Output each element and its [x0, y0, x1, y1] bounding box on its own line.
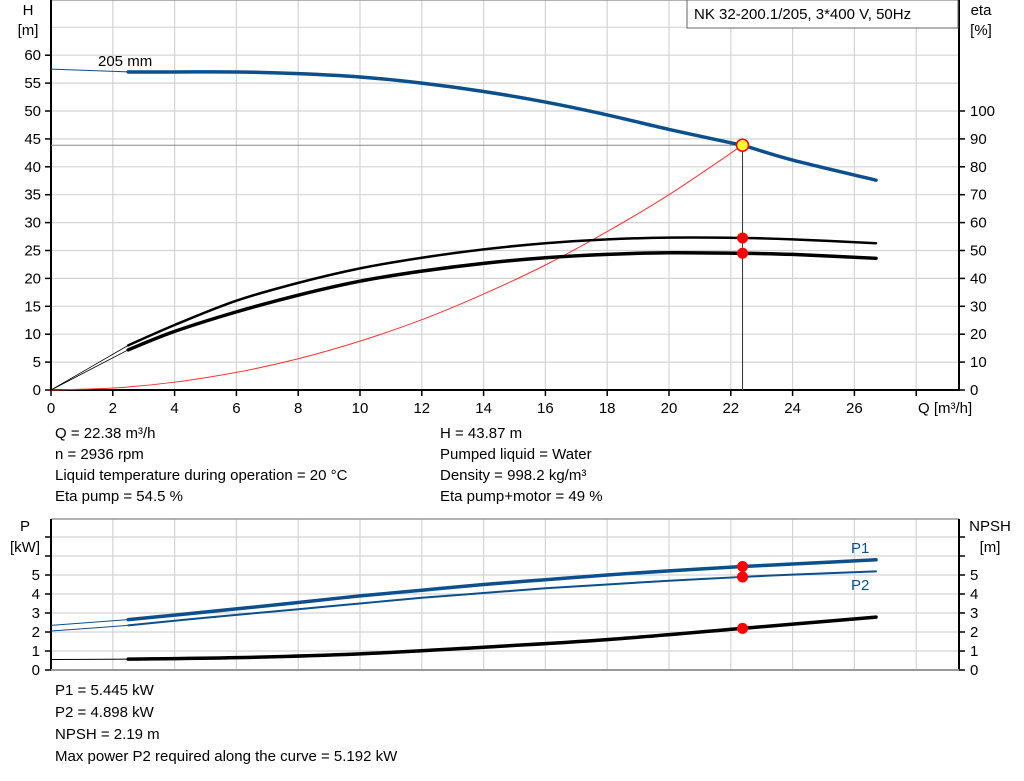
p2-label: P2 [851, 577, 869, 594]
eta-pump-duty-marker [737, 232, 749, 244]
y-tick-label-left: 5 [33, 354, 41, 371]
npsh-duty-marker [737, 622, 749, 634]
title-box [686, 0, 959, 29]
head-curve [126, 70, 878, 182]
y-tick-label-left: 0 [33, 382, 41, 399]
eta-pump-motor-curve-extension [50, 349, 129, 391]
x-tick-label: 12 [413, 400, 430, 417]
p-tick-label: 1 [32, 643, 40, 660]
title-box-text: NK 32-200.1/205, 3*400 V, 50Hz [694, 6, 911, 23]
y-tick-label-right: 70 [970, 187, 987, 204]
y-tick-label-right: 40 [970, 270, 987, 287]
info-speed: n = 2936 rpm [55, 446, 144, 463]
y-tick-label-right: 50 [970, 243, 987, 260]
p-axis-unit: [kW] [10, 539, 40, 556]
y-tick-label-right: 90 [970, 131, 987, 148]
p2-curve [127, 570, 878, 627]
info-flow: Q = 22.38 m³/h [55, 425, 156, 442]
info-eta-pump-motor: Eta pump+motor = 49 % [440, 488, 603, 505]
npsh-curve [126, 615, 878, 661]
y-tick-label-left: 35 [24, 187, 41, 204]
p2-duty-marker [737, 571, 749, 583]
chart-labels: 0 2 4 6 8 10 12 14 16 18 20 22 24 2605101520253035404… [10, 2, 1011, 679]
info-max-p2: Max power P2 required along the curve = … [55, 748, 398, 765]
duty-point-marker [735, 138, 750, 152]
npsh-axis-unit: [m] [980, 539, 1001, 556]
npsh-tick-label: 5 [970, 567, 978, 584]
power-chart-grid [45, 518, 965, 671]
y-tick-label-left: 50 [24, 103, 41, 120]
p2-curve-extension [50, 624, 129, 632]
npsh-tick-label: 2 [970, 624, 978, 641]
y-axis-right-unit: [%] [970, 22, 992, 39]
p1-label: P1 [851, 540, 869, 557]
eta-pump-motor-duty-marker [737, 247, 749, 259]
p-tick-label: 4 [32, 586, 40, 603]
x-tick-label: 14 [475, 400, 492, 417]
npsh-tick-label: 0 [970, 662, 978, 679]
x-tick-label: 26 [846, 400, 863, 417]
p1-curve [126, 558, 878, 622]
y-tick-label-right: 30 [970, 298, 987, 315]
p1-duty-marker [737, 561, 749, 573]
x-tick-label: 0 [47, 400, 55, 417]
info-temperature: Liquid temperature during operation = 20… [55, 467, 348, 484]
y-tick-label-right: 10 [970, 354, 987, 371]
y-tick-label-right: 80 [970, 159, 987, 176]
x-tick-label: 18 [599, 400, 616, 417]
x-tick-label: 22 [722, 400, 739, 417]
y-tick-label-left: 60 [24, 47, 41, 64]
x-tick-label: 10 [352, 400, 369, 417]
x-tick-label: 4 [170, 400, 178, 417]
chart-marks [50, 68, 878, 661]
info-head: H = 43.87 m [440, 425, 523, 442]
info-p2: P2 = 4.898 kW [55, 704, 154, 721]
x-tick-label: 16 [537, 400, 554, 417]
y-axis-left-name: H [23, 2, 34, 19]
npsh-tick-label: 4 [970, 586, 978, 603]
y-tick-label-left: 45 [24, 131, 41, 148]
y-axis-right-name: eta [971, 2, 993, 19]
p-axis-name: P [20, 518, 30, 535]
y-axis-left-unit: [m] [18, 22, 39, 39]
head-curve-extension [50, 68, 129, 73]
y-tick-label-right: 0 [970, 382, 978, 399]
p-tick-label: 5 [32, 567, 40, 584]
y-tick-label-left: 25 [24, 243, 41, 260]
p-tick-label: 2 [32, 624, 40, 641]
eta-pump-motor-curve [126, 250, 878, 352]
info-liquid: Pumped liquid = Water [440, 446, 592, 463]
y-tick-label-left: 55 [24, 75, 41, 92]
y-tick-label-right: 20 [970, 326, 987, 343]
x-tick-label: 24 [784, 400, 801, 417]
x-tick-label: 8 [294, 400, 302, 417]
x-tick-label: 20 [661, 400, 678, 417]
y-tick-label-left: 10 [24, 326, 41, 343]
info-p1: P1 = 5.445 kW [55, 682, 154, 699]
p-tick-label: 0 [32, 662, 40, 679]
y-tick-label-left: 15 [24, 298, 41, 315]
info-eta-pump: Eta pump = 54.5 % [55, 488, 183, 505]
info-density: Density = 998.2 kg/m³ [440, 467, 587, 484]
x-tick-label: 2 [109, 400, 117, 417]
x-tick-label: 6 [232, 400, 240, 417]
curve-label: 205 mm [98, 53, 152, 70]
p-tick-label: 3 [32, 605, 40, 622]
y-tick-label-left: 30 [24, 215, 41, 232]
p1-curve-extension [50, 619, 129, 626]
npsh-tick-label: 3 [970, 605, 978, 622]
head-chart-grid [45, 0, 965, 396]
npsh-axis-name: NPSH [969, 518, 1011, 535]
info-npsh: NPSH = 2.19 m [55, 726, 160, 743]
system-curve [50, 144, 743, 391]
y-tick-label-left: 40 [24, 159, 41, 176]
y-tick-label-right: 100 [970, 103, 995, 120]
eta-pump-curve-extension [50, 345, 129, 391]
y-tick-label-left: 20 [24, 270, 41, 287]
y-tick-label-right: 60 [970, 215, 987, 232]
x-axis-label: Q [m³/h] [918, 400, 972, 417]
npsh-tick-label: 1 [970, 643, 978, 660]
